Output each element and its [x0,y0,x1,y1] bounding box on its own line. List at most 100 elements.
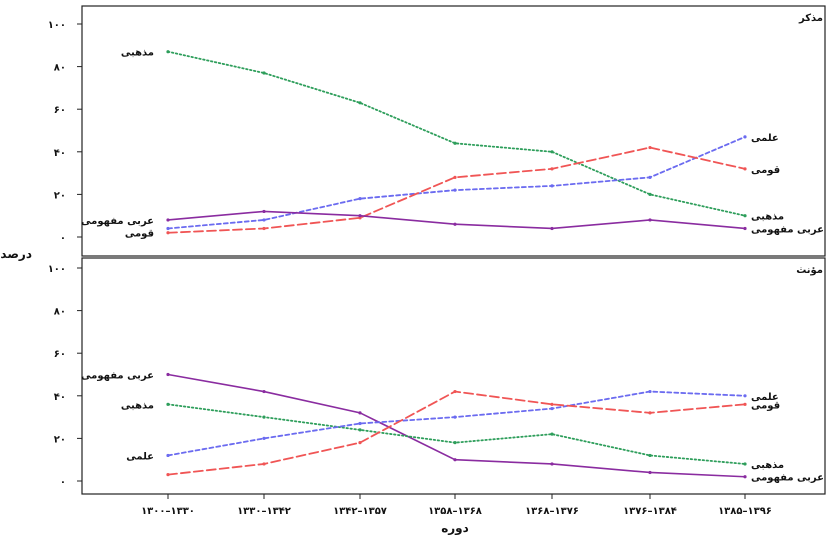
series-start-label: عربی مفهومی [81,216,154,227]
x-tick-label: ۱۳۶۸–۱۳۷۶ [525,506,579,517]
data-point [453,458,457,462]
y-tick-label: ۲۰ [54,190,66,201]
data-point [648,453,652,458]
data-point [453,441,457,445]
series-start-label: قومی [125,229,154,240]
series-end-label: عربی مفهومی [751,224,824,235]
data-point [648,192,652,196]
data-point [648,470,652,475]
data-point [358,411,362,415]
data-point [453,141,457,145]
x-tick-label: ۱۳۳۰–۱۳۴۲ [237,506,291,517]
x-tick-label: ۱۳۸۵–۱۳۹۶ [718,506,772,517]
panel-frame [81,257,826,495]
data-point [550,406,554,411]
data-point [453,175,457,179]
series-line [167,390,746,457]
y-tick-label: ۶۰ [54,349,66,360]
data-point [166,226,170,231]
data-point [550,150,554,154]
data-point [743,135,747,139]
x-tick-label: ۱۳۰۰–۱۳۳۰ [141,506,195,517]
y-tick-label: ۸۰ [54,63,66,74]
data-point [166,453,170,458]
data-point [358,441,362,445]
x-tick-label: ۱۳۵۸–۱۳۶۸ [428,506,482,517]
series-end-label: قومی [751,400,780,411]
y-tick-label: ۸۰ [54,307,66,318]
data-point [166,402,170,406]
data-point [453,389,457,394]
series-start-label: علمی [126,451,154,462]
series-line [167,135,746,230]
data-point [743,226,747,231]
data-point [262,218,266,222]
series-line [167,403,746,465]
data-point [166,218,170,222]
data-point [743,462,747,466]
series-end-label: مذهبی [751,460,784,471]
data-point [262,462,266,466]
panel-frame [81,5,826,257]
series-line [167,50,746,217]
data-point [453,222,457,226]
series-end-label: علمی [751,392,779,403]
x-axis-title: دوره [441,521,469,536]
data-point [166,231,170,235]
data-point [453,415,457,419]
data-point [550,167,554,171]
data-point [166,50,170,54]
x-tick-label: ۱۳۷۶–۱۳۸۴ [623,506,677,517]
data-point [358,214,362,218]
y-tick-label: ۲۰ [54,434,66,445]
data-point [743,475,747,479]
data-point [262,71,266,75]
data-point [358,421,362,426]
data-point [743,214,747,218]
data-point [743,167,747,171]
data-point [648,145,652,150]
data-point [550,402,554,406]
y-tick-label: ۱۰۰ [48,20,66,31]
data-point [743,394,747,398]
series-line [167,390,746,476]
y-tick-label: ۴۰ [54,392,66,403]
data-point [648,389,652,394]
data-point [453,188,457,192]
y-tick-label: ۰ [60,477,66,488]
data-point [358,101,362,105]
data-point [743,402,747,406]
y-axis-title: درصد [0,247,32,261]
data-point [550,226,554,231]
data-point [262,209,266,214]
data-point [166,372,170,377]
data-point [648,411,652,415]
data-point [358,197,362,201]
data-point [550,462,554,466]
y-tick-label: ۴۰ [54,148,66,159]
data-point [166,473,170,477]
y-tick-label: ۰ [60,233,66,244]
y-tick-label: ۶۰ [54,105,66,116]
data-point [550,184,554,188]
x-tick-label: ۱۳۴۲–۱۳۵۷ [333,506,387,517]
data-point [262,389,266,394]
data-point [648,218,652,222]
panel-title: مذکر [798,13,823,24]
series-end-label: قومی [751,165,780,176]
data-point [262,415,266,419]
panel-title: مؤنث [796,265,823,276]
data-point [550,432,554,436]
data-point [358,428,362,432]
series-end-label: علمی [751,133,779,144]
y-tick-label: ۱۰۰ [48,264,66,275]
series-start-label: مذهبی [121,48,154,59]
series-end-label: مذهبی [751,212,784,223]
series-start-label: مذهبی [121,400,154,411]
series-start-label: عربی مفهومی [81,371,154,382]
data-point [262,436,266,440]
data-point [262,226,266,231]
series-end-label: عربی مفهومی [751,473,824,484]
series-line [167,373,746,478]
